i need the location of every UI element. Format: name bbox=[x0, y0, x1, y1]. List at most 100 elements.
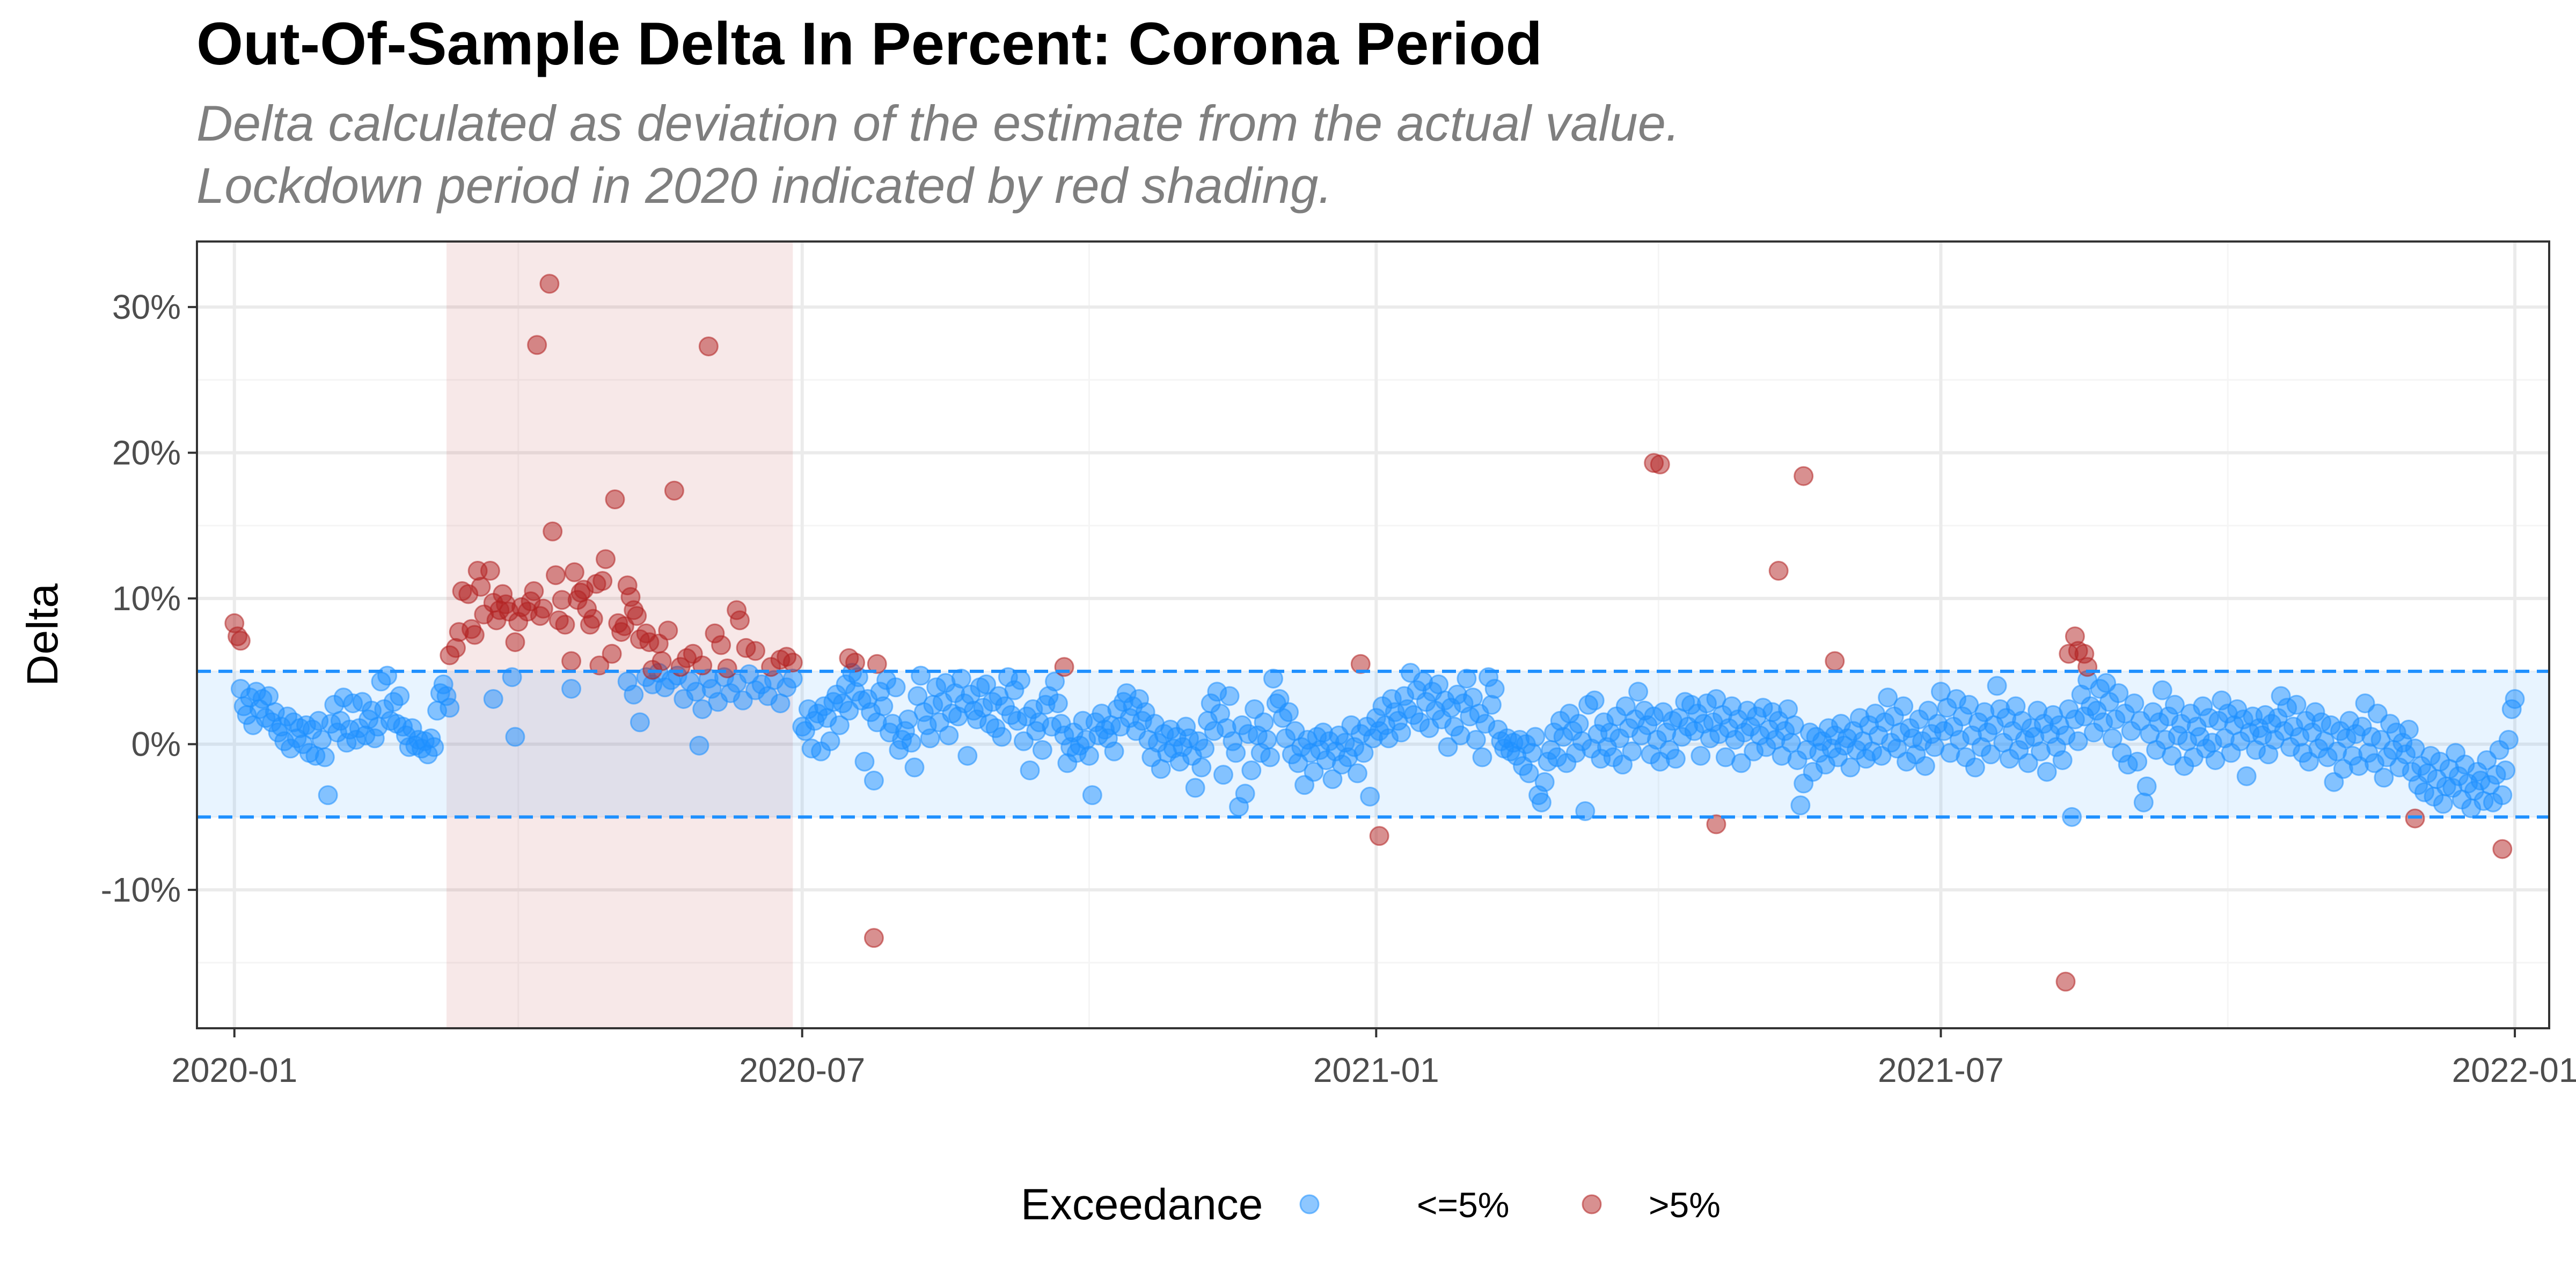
data-point-within bbox=[1279, 702, 1299, 722]
data-point-within bbox=[1584, 690, 1605, 711]
data-point-within bbox=[1347, 763, 1367, 784]
data-point-within bbox=[440, 698, 460, 718]
data-point-exceed bbox=[505, 632, 525, 653]
data-point-exceed bbox=[555, 614, 575, 635]
data-point-within bbox=[957, 745, 978, 766]
data-point-within bbox=[624, 684, 644, 705]
data-point-within bbox=[1690, 745, 1711, 766]
data-point-within bbox=[2124, 693, 2145, 714]
data-point-within bbox=[1519, 763, 1539, 784]
data-point-within bbox=[873, 696, 894, 716]
legend-key-exceed bbox=[1582, 1194, 1602, 1214]
data-point-exceed bbox=[782, 653, 803, 673]
data-point-within bbox=[1011, 670, 1031, 690]
data-point-exceed bbox=[2492, 839, 2513, 859]
data-point-within bbox=[1185, 778, 1205, 798]
y-tick-label: 0% bbox=[131, 725, 181, 764]
data-point-exceed bbox=[627, 606, 647, 626]
y-tick-label: 20% bbox=[112, 434, 181, 472]
panel-border bbox=[196, 240, 2550, 1029]
data-point-within bbox=[1048, 693, 1068, 714]
data-point-exceed bbox=[698, 336, 719, 356]
data-point-within bbox=[863, 770, 884, 791]
data-point-within bbox=[1322, 769, 1343, 789]
data-point-exceed bbox=[527, 335, 547, 355]
data-point-within bbox=[1457, 668, 1477, 689]
data-point-within bbox=[2152, 680, 2172, 700]
data-point-within bbox=[314, 747, 335, 767]
data-point-within bbox=[505, 727, 525, 747]
legend: Exceedance <=5% >5% bbox=[1021, 1180, 1721, 1229]
data-point-within bbox=[2018, 753, 2038, 773]
data-point-within bbox=[1534, 772, 1555, 792]
data-point-exceed bbox=[2077, 657, 2098, 677]
data-point-within bbox=[1241, 760, 1262, 780]
data-point-exceed bbox=[1054, 657, 1074, 677]
data-point-within bbox=[1665, 749, 1686, 769]
data-point-within bbox=[901, 733, 921, 753]
data-point-exceed bbox=[1369, 826, 1389, 846]
data-point-within bbox=[829, 715, 850, 735]
data-point-within bbox=[1569, 714, 1589, 734]
data-point-within bbox=[2498, 729, 2519, 750]
chart-title: Out-Of-Sample Delta In Percent: Corona P… bbox=[196, 10, 1542, 77]
data-point-within bbox=[1525, 727, 1546, 747]
data-point-within bbox=[689, 735, 709, 756]
data-point-within bbox=[2236, 766, 2257, 786]
data-point-within bbox=[1360, 786, 1380, 807]
legend-title: Exceedance bbox=[1021, 1180, 1263, 1229]
data-point-exceed bbox=[602, 643, 622, 664]
data-point-exceed bbox=[605, 489, 625, 510]
y-axis: -10% 0% 10% 20% 30% bbox=[101, 288, 197, 909]
data-point-exceed bbox=[583, 609, 603, 629]
data-point-within bbox=[390, 686, 410, 706]
data-point-exceed bbox=[592, 571, 613, 591]
data-point-within bbox=[2374, 767, 2394, 788]
data-point-within bbox=[1032, 740, 1052, 760]
data-point-within bbox=[1020, 760, 1040, 780]
data-point-within bbox=[1915, 756, 1935, 776]
data-point-within bbox=[1213, 765, 1233, 785]
data-point-within bbox=[1082, 785, 1102, 806]
chart-subtitle-line-1: Delta calculated as deviation of the est… bbox=[196, 95, 1680, 151]
data-point-within bbox=[1191, 757, 1212, 778]
data-point-within bbox=[904, 757, 925, 778]
data-point-within bbox=[1965, 757, 1985, 778]
data-point-within bbox=[1438, 737, 1458, 757]
data-point-within bbox=[1254, 712, 1274, 733]
data-point-exceed bbox=[745, 641, 766, 661]
data-point-exceed bbox=[561, 651, 582, 671]
data-point-within bbox=[483, 689, 503, 709]
data-point-exceed bbox=[1350, 654, 1371, 674]
data-point-exceed bbox=[471, 576, 491, 597]
data-point-within bbox=[1893, 696, 1914, 716]
data-point-within bbox=[2102, 728, 2123, 749]
data-point-within bbox=[318, 785, 338, 806]
data-point-within bbox=[2496, 760, 2516, 780]
data-point-within bbox=[1195, 738, 1215, 759]
x-tick-label: 2022-01 bbox=[2452, 1051, 2576, 1089]
x-tick-label: 2021-01 bbox=[1313, 1051, 1439, 1089]
data-point-exceed bbox=[564, 562, 584, 582]
data-point-within bbox=[1628, 682, 1649, 702]
data-point-within bbox=[1840, 757, 1861, 778]
data-point-exceed bbox=[867, 654, 887, 674]
data-point-within bbox=[885, 677, 906, 698]
data-point-exceed bbox=[658, 620, 678, 641]
y-tick-label: 10% bbox=[112, 579, 181, 618]
data-point-within bbox=[1235, 784, 1255, 804]
x-tick-label: 2021-07 bbox=[1878, 1051, 2004, 1089]
data-point-within bbox=[1304, 762, 1324, 782]
data-point-exceed bbox=[230, 631, 251, 651]
data-point-exceed bbox=[545, 565, 566, 586]
data-point-within bbox=[951, 668, 971, 689]
x-tick-label: 2020-01 bbox=[171, 1051, 297, 1089]
data-point-exceed bbox=[1794, 466, 1814, 486]
data-point-exceed bbox=[863, 928, 884, 948]
data-point-within bbox=[920, 728, 940, 749]
data-point-within bbox=[1226, 743, 1246, 763]
data-point-within bbox=[561, 678, 582, 699]
data-point-within bbox=[992, 727, 1012, 747]
x-axis: 2020-01 2020-07 2021-01 2021-07 2022-01 bbox=[171, 1028, 2576, 1089]
data-point-exceed bbox=[652, 651, 672, 671]
